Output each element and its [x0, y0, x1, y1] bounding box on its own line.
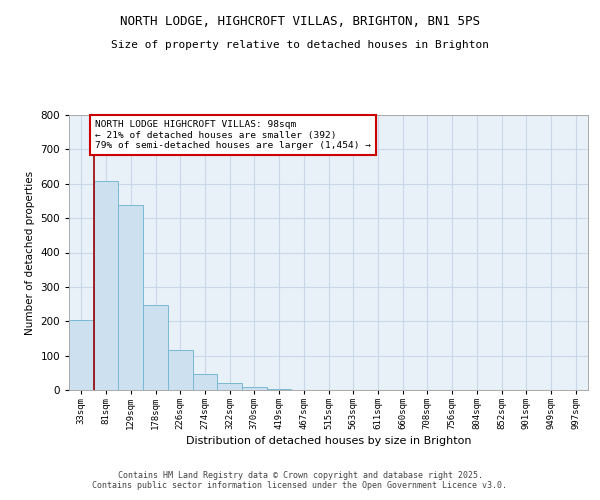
Bar — [242, 387, 267, 390]
Text: NORTH LODGE, HIGHCROFT VILLAS, BRIGHTON, BN1 5PS: NORTH LODGE, HIGHCROFT VILLAS, BRIGHTON,… — [120, 15, 480, 28]
Text: Size of property relative to detached houses in Brighton: Size of property relative to detached ho… — [111, 40, 489, 50]
Bar — [118, 206, 143, 390]
Y-axis label: Number of detached properties: Number of detached properties — [25, 170, 35, 334]
Bar — [217, 383, 242, 390]
Bar — [143, 304, 168, 390]
Bar — [168, 350, 193, 390]
Bar — [94, 182, 118, 390]
Bar — [267, 389, 292, 390]
X-axis label: Distribution of detached houses by size in Brighton: Distribution of detached houses by size … — [186, 436, 471, 446]
Text: Contains HM Land Registry data © Crown copyright and database right 2025.
Contai: Contains HM Land Registry data © Crown c… — [92, 470, 508, 490]
Text: NORTH LODGE HIGHCROFT VILLAS: 98sqm
← 21% of detached houses are smaller (392)
7: NORTH LODGE HIGHCROFT VILLAS: 98sqm ← 21… — [95, 120, 371, 150]
Bar — [193, 374, 217, 390]
Bar — [69, 320, 94, 390]
